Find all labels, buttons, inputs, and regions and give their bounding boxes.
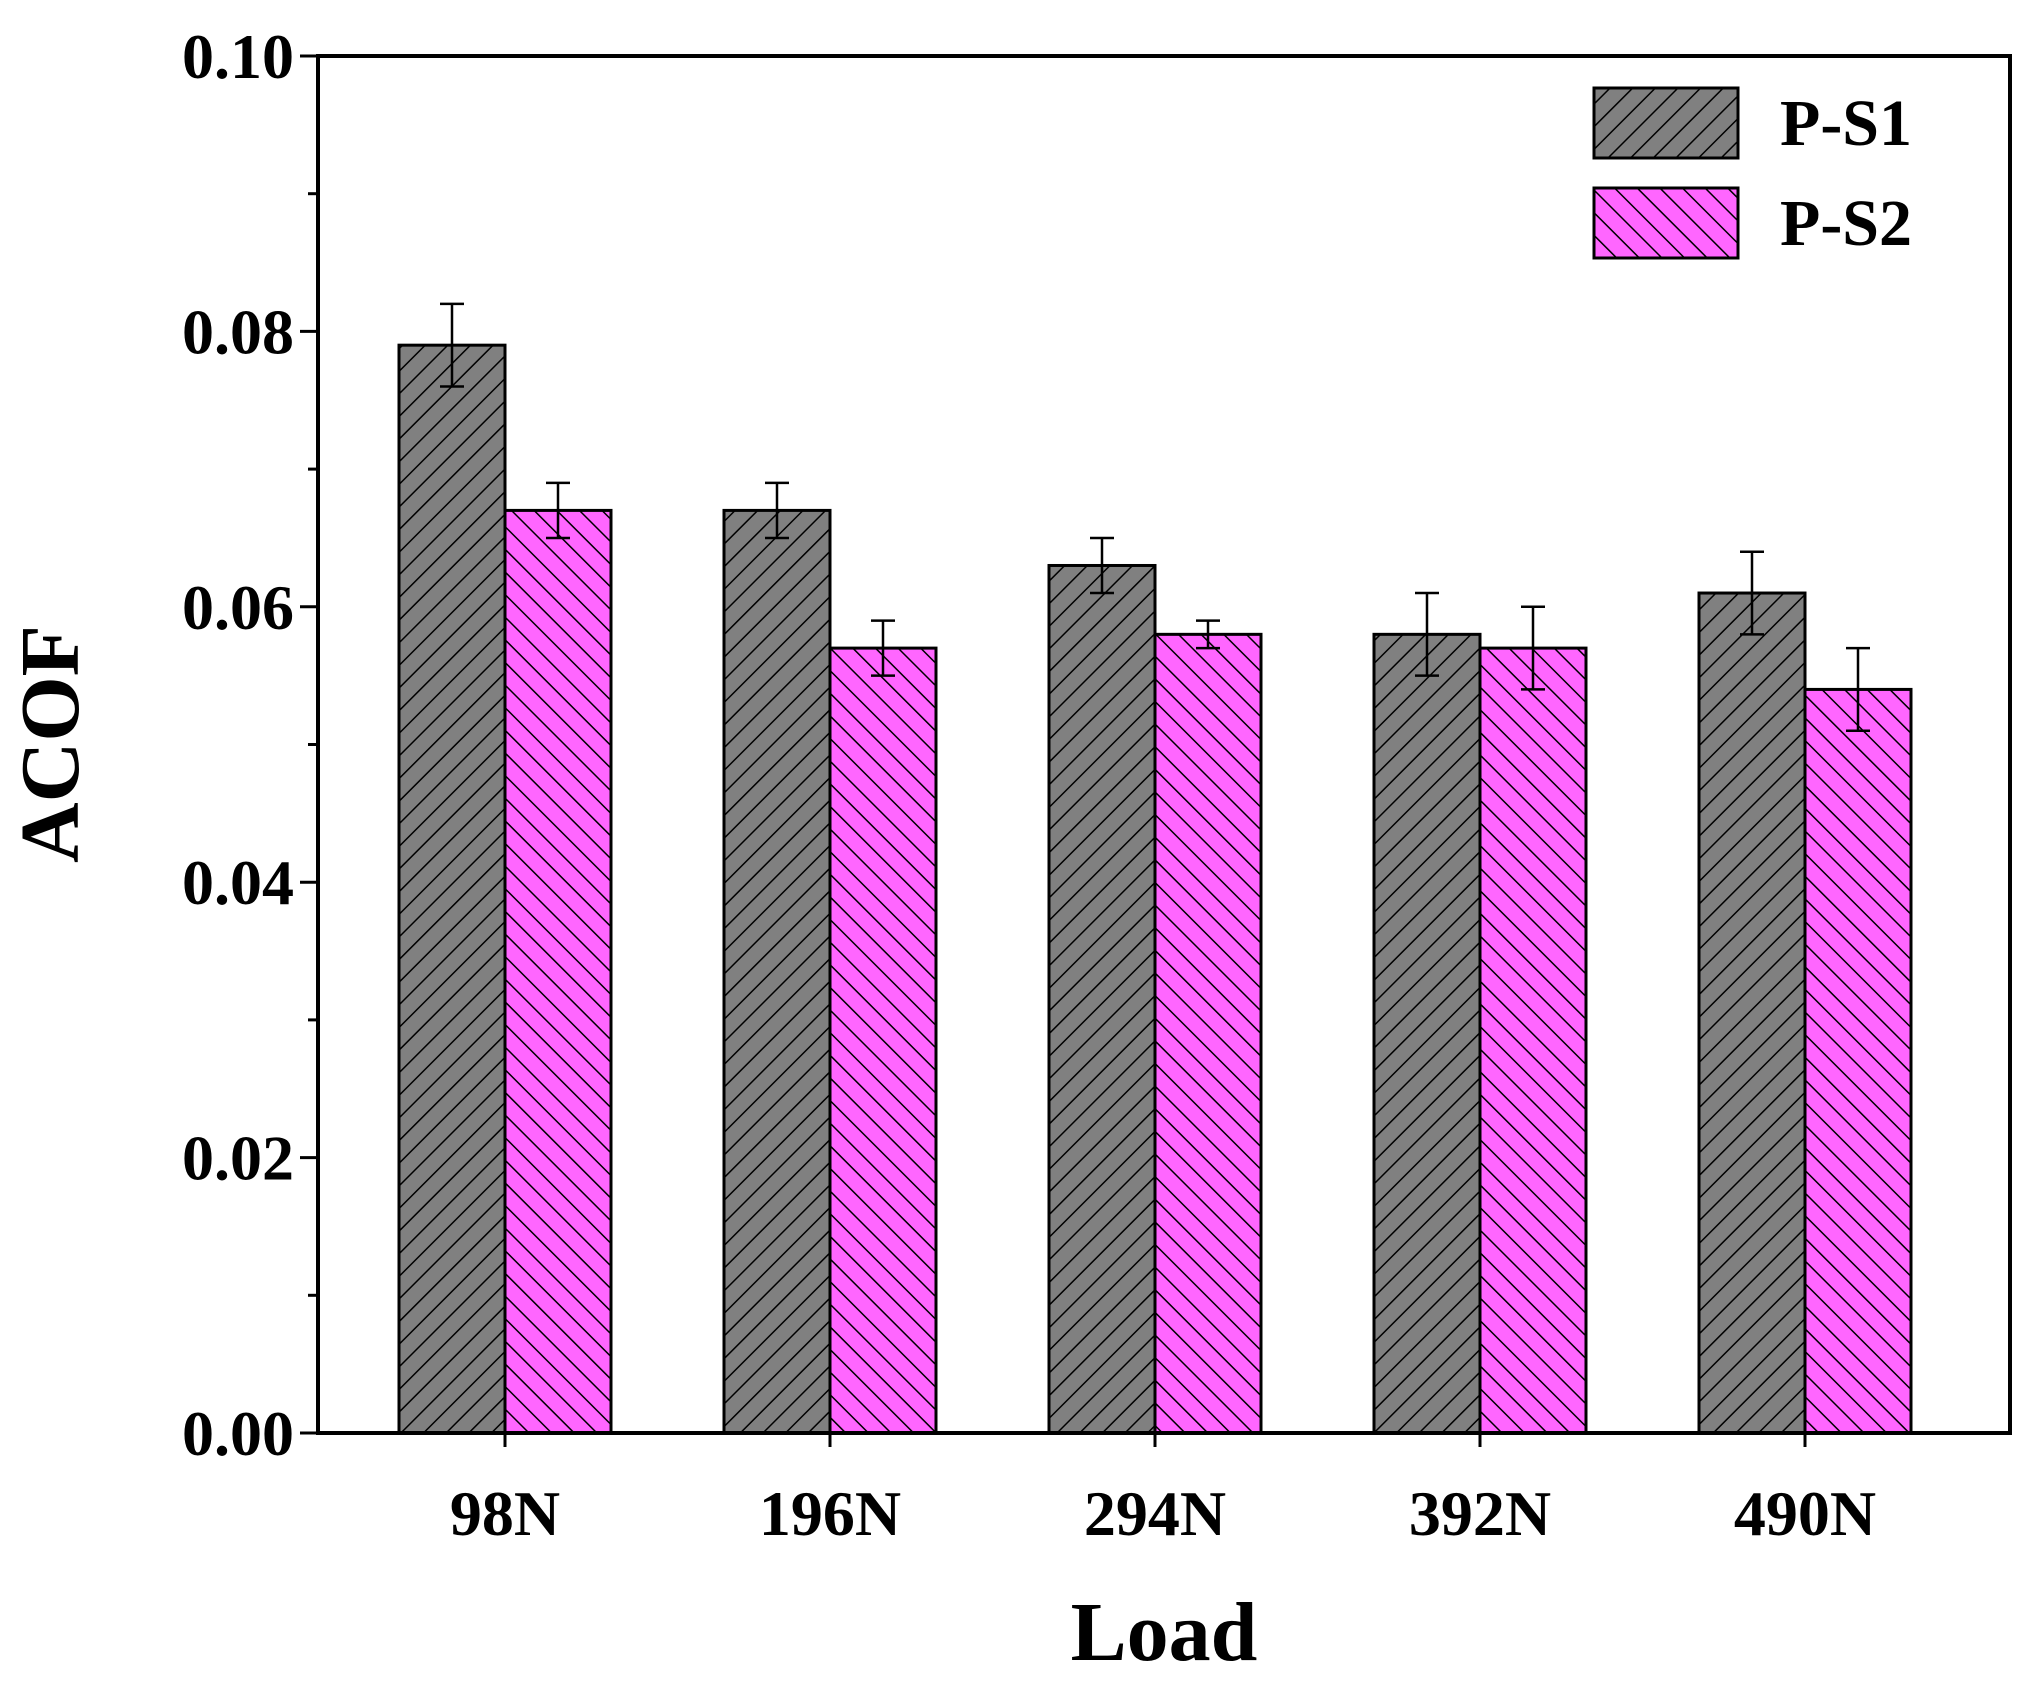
legend: P-S1 P-S2 bbox=[1592, 86, 1912, 260]
bar-p-s2-196n bbox=[828, 646, 938, 1435]
y-axis-label: ACOF bbox=[4, 625, 97, 863]
legend-swatch-p-s1 bbox=[1592, 86, 1740, 160]
error-bars-layer bbox=[440, 302, 1870, 732]
legend-item-p-s1: P-S1 bbox=[1592, 86, 1912, 160]
x-tick-label-392n: 392N bbox=[1409, 1478, 1551, 1549]
error-bar-p-s2-392n bbox=[1521, 605, 1545, 691]
x-axis-label: Load bbox=[1071, 1586, 1258, 1678]
bar-p-s1-196n bbox=[722, 508, 832, 1435]
error-bar-p-s2-490n bbox=[1846, 646, 1870, 732]
y-tick-label-0.00: 0.00 bbox=[182, 1398, 294, 1469]
bar-p-s1-392n bbox=[1372, 632, 1482, 1435]
error-bar-p-s1-294n bbox=[1090, 536, 1114, 595]
error-bar-p-s1-98n bbox=[440, 302, 464, 388]
x-tick-label-98n: 98N bbox=[450, 1478, 560, 1549]
bar-p-s2-392n bbox=[1478, 646, 1588, 1435]
error-bar-p-s2-98n bbox=[546, 481, 570, 540]
y-tick-label-0.02: 0.02 bbox=[182, 1123, 294, 1194]
y-tick-label-0.10: 0.10 bbox=[182, 21, 294, 92]
legend-label-p-s2: P-S2 bbox=[1780, 187, 1912, 260]
error-bar-p-s2-294n bbox=[1196, 619, 1220, 650]
legend-label-p-s1: P-S1 bbox=[1780, 87, 1912, 160]
bar-p-s2-294n bbox=[1153, 632, 1263, 1435]
bar-p-s1-98n bbox=[397, 343, 507, 1435]
bars-layer bbox=[397, 343, 1913, 1435]
bar-p-s1-490n bbox=[1697, 591, 1807, 1435]
bar-p-s2-490n bbox=[1803, 687, 1913, 1435]
y-axis: 0.00 0.02 0.04 0.06 0.08 0.10 bbox=[182, 21, 318, 1469]
bar-p-s1-294n bbox=[1047, 563, 1157, 1435]
x-tick-label-196n: 196N bbox=[759, 1478, 901, 1549]
x-axis: 98N 196N 294N 392N 490N bbox=[450, 1433, 1876, 1549]
x-tick-label-294n: 294N bbox=[1084, 1478, 1226, 1549]
error-bar-p-s1-490n bbox=[1740, 550, 1764, 636]
error-bar-p-s1-196n bbox=[765, 481, 789, 540]
x-tick-label-490n: 490N bbox=[1734, 1478, 1876, 1549]
y-tick-label-0.04: 0.04 bbox=[182, 847, 294, 918]
y-tick-label-0.06: 0.06 bbox=[182, 572, 294, 643]
y-tick-label-0.08: 0.08 bbox=[182, 296, 294, 367]
error-bar-p-s1-392n bbox=[1415, 591, 1439, 677]
bar-p-s2-98n bbox=[503, 508, 613, 1435]
legend-swatch-p-s2 bbox=[1592, 186, 1740, 260]
legend-item-p-s2: P-S2 bbox=[1592, 186, 1912, 260]
error-bar-p-s2-196n bbox=[871, 619, 895, 677]
